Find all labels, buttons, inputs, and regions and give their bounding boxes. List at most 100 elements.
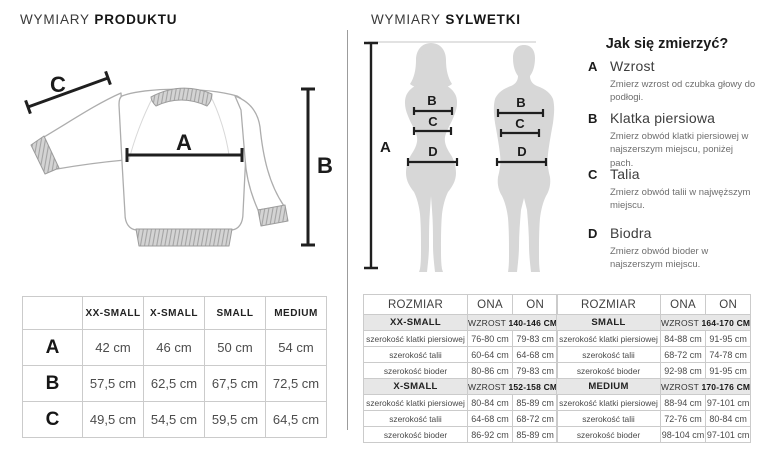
section-divider (347, 30, 348, 430)
product-dimensions-title: WYMIARY PRODUKTU (20, 12, 177, 27)
on-value-cell: 79-83 cm (512, 330, 559, 347)
female-line-b (412, 107, 454, 115)
silhouette-label-a: A (380, 139, 391, 156)
male-silhouette (493, 45, 555, 272)
ona-value-cell: 64-68 cm (466, 410, 514, 427)
sweater-label-a: A (176, 130, 192, 155)
ona-value-cell: 72-76 cm (659, 410, 707, 427)
ona-value-cell: 80-86 cm (466, 362, 514, 379)
dimension-value-cell: 67,5 cm (204, 365, 266, 402)
measure-label-cell: szerokość talii (556, 410, 661, 427)
howto-description: Zmierz obwód talii w najwęższym miejscu. (610, 187, 751, 212)
size-name-cell: MEDIUM (556, 378, 661, 395)
male-line-c (499, 129, 541, 137)
body-size-table-right: ROZMIAR ONA ON SMALL WZROST 164-170 CM szerok… (556, 294, 752, 443)
body-size-table-left: ROZMIAR ONA ON XX-SMALL WZROST 140-146 CM sze… (363, 294, 559, 443)
size-table-col-header: ON (705, 294, 752, 315)
table-row: B 57,5 cm 62,5 cm 67,5 cm 72,5 cm (22, 365, 327, 402)
ona-value-cell: 88-94 cm (659, 394, 707, 411)
size-name-cell: XX-SMALL (363, 314, 468, 331)
size-col-header: XX-SMALL (82, 296, 144, 330)
on-value-cell: 74-78 cm (705, 346, 752, 363)
female-label-c: C (428, 114, 438, 129)
size-table-col-header: ONA (659, 294, 707, 315)
height-label: WZROST (661, 381, 702, 392)
ona-value-cell: 92-98 cm (659, 362, 707, 379)
on-value-cell: 80-84 cm (705, 410, 752, 427)
body-dimensions-title: WYMIARY SYLWETKI (371, 12, 521, 27)
ona-value-cell: 98-104 cm (659, 426, 707, 443)
female-label-d: D (428, 144, 437, 159)
dimension-value-cell: 72,5 cm (265, 365, 327, 402)
height-label: WZROST (468, 381, 509, 392)
table-row: C 49,5 cm 54,5 cm 59,5 cm 64,5 cm (22, 401, 327, 438)
size-col-header: SMALL (204, 296, 266, 330)
dimension-row-label: C (22, 401, 83, 438)
product-dimensions-table: XX-SMALL X-SMALL SMALL MEDIUM A 42 cm 46 cm 50 … (22, 296, 327, 438)
sweater-hem (135, 228, 233, 247)
sweater-right-cuff (257, 204, 289, 227)
title-right-bold: SYLWETKI (445, 12, 521, 27)
howto-description: Zmierz wzrost od czubka głowy do podłogi… (610, 79, 756, 104)
height-range-value: 164-170 CM (701, 317, 751, 328)
sweater-label-c: C (50, 72, 66, 97)
measure-label-cell: szerokość klatki piersiowej (363, 330, 468, 347)
measure-label-cell: szerokość klatki piersiowej (556, 394, 661, 411)
on-value-cell: 85-89 cm (512, 394, 559, 411)
dimension-value-cell: 54 cm (265, 329, 327, 366)
female-silhouette (404, 45, 458, 272)
height-label: WZROST (468, 317, 509, 328)
measure-row: szerokość talii 64-68 cm 68-72 cm (363, 410, 559, 427)
dimension-value-cell: 54,5 cm (143, 401, 205, 438)
measure-row: szerokość klatki piersiowej 88-94 cm 97-10… (556, 394, 752, 411)
howto-description: Zmierz obwód klatki piersiowej w najszer… (610, 131, 749, 169)
size-table-col-header: ONA (466, 294, 514, 315)
on-value-cell: 79-83 cm (512, 362, 559, 379)
howto-title: Talia (610, 166, 640, 182)
title-right-regular: WYMIARY (371, 12, 441, 27)
measure-row: szerokość talii 72-76 cm 80-84 cm (556, 410, 752, 427)
measure-label-cell: szerokość bioder (363, 362, 468, 379)
dimension-row-label: B (22, 365, 83, 402)
ona-value-cell: 80-84 cm (466, 394, 514, 411)
size-table-col-header: ROZMIAR (363, 294, 468, 315)
size-table-col-header: ROZMIAR (556, 294, 661, 315)
dimension-value-cell: 62,5 cm (143, 365, 205, 402)
howto-item: A Wzrost Zmierz wzrost od czubka głowy do … (587, 58, 758, 105)
on-value-cell: 97-101 cm (705, 426, 752, 443)
corner-cell (22, 296, 83, 330)
size-name-cell: X-SMALL (363, 378, 468, 395)
size-band-row: XX-SMALL WZROST 140-146 CM (363, 314, 559, 331)
female-line-c (412, 127, 453, 135)
sweater-collar (150, 87, 213, 107)
height-label: WZROST (661, 317, 702, 328)
measure-line-b (301, 87, 315, 247)
dimension-value-cell: 49,5 cm (82, 401, 144, 438)
on-value-cell: 91-95 cm (705, 362, 752, 379)
howto-item: B Klatka piersiowa Zmierz obwód klatki pie… (587, 110, 758, 170)
table-row: A 42 cm 46 cm 50 cm 54 cm (22, 329, 327, 366)
ona-value-cell: 76-80 cm (466, 330, 514, 347)
on-value-cell: 85-89 cm (512, 426, 559, 443)
on-value-cell: 91-95 cm (705, 330, 752, 347)
dimension-value-cell: 57,5 cm (82, 365, 144, 402)
height-range-cell: WZROST 140-146 CM (466, 314, 559, 331)
measure-label-cell: szerokość talii (363, 410, 468, 427)
measure-label-cell: szerokość klatki piersiowej (363, 394, 468, 411)
title-left-regular: WYMIARY (20, 12, 90, 27)
measure-label-cell: szerokość talii (363, 346, 468, 363)
dimension-value-cell: 46 cm (143, 329, 205, 366)
size-table-header-row: ROZMIAR ONA ON (556, 294, 752, 315)
measure-line-a (125, 148, 244, 162)
female-label-b: B (427, 93, 436, 108)
how-to-measure-section: Jak się zmierzyć? A Wzrost Zmierz wzrost o… (587, 36, 758, 286)
female-line-d (406, 158, 459, 166)
how-to-measure-heading: Jak się zmierzyć? (605, 36, 729, 52)
measure-row: szerokość talii 68-72 cm 74-78 cm (556, 346, 752, 363)
sweater-left-sleeve (43, 92, 126, 170)
dimension-row-label: A (22, 329, 83, 366)
measure-row: szerokość bioder 86-92 cm 85-89 cm (363, 426, 559, 443)
ona-value-cell: 68-72 cm (659, 346, 707, 363)
howto-title: Wzrost (610, 58, 655, 74)
howto-letter: C (588, 167, 598, 182)
